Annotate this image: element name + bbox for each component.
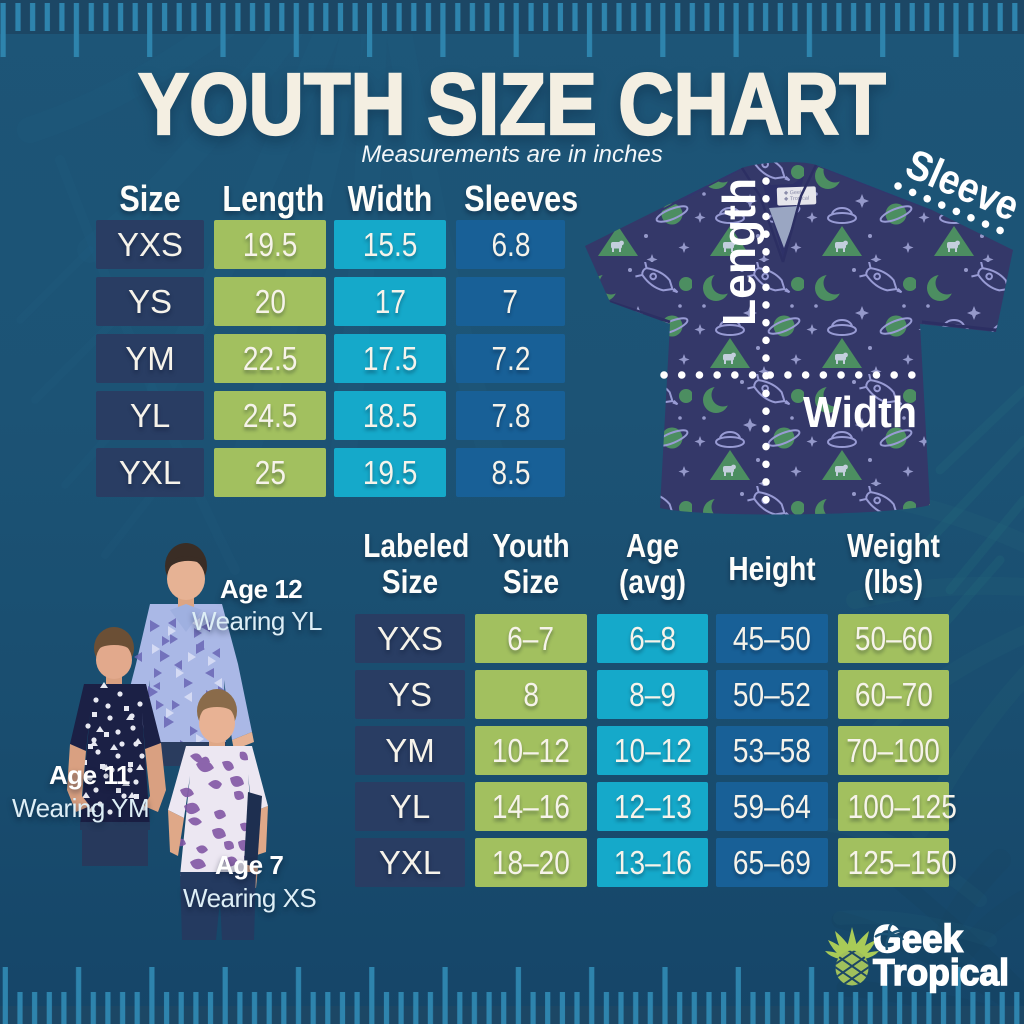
svg-text:◆ Tropical: ◆ Tropical <box>784 196 809 203</box>
svg-text:Tropical: Tropical <box>873 952 1009 993</box>
svg-text:Length: Length <box>713 178 765 326</box>
svg-text:◆ Geek: ◆ Geek <box>784 190 803 197</box>
svg-text:Width: Width <box>803 388 917 437</box>
